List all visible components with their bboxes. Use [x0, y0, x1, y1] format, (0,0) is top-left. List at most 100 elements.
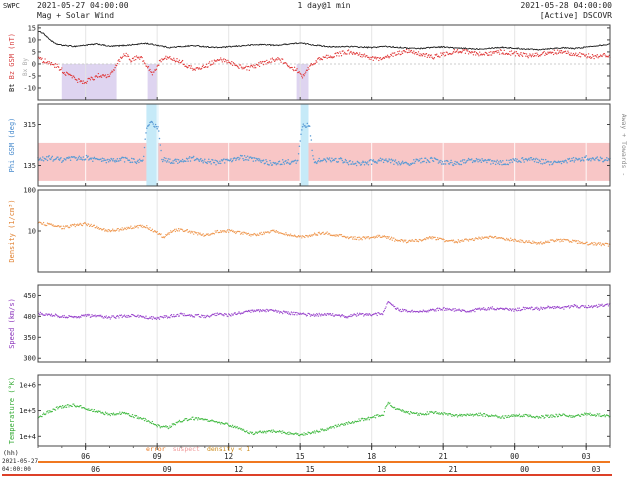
data-point [453, 49, 455, 51]
data-point [326, 427, 328, 429]
data-point [540, 241, 542, 243]
data-point [109, 73, 111, 75]
data-point [251, 66, 254, 68]
data-point [261, 432, 263, 434]
data-point [455, 241, 457, 244]
data-point [378, 159, 381, 162]
data-point [148, 317, 150, 320]
data-point [541, 53, 543, 56]
data-point [398, 50, 401, 52]
data-point [145, 132, 147, 134]
data-point [115, 160, 118, 163]
data-point [418, 414, 420, 416]
data-point [155, 424, 158, 427]
y-tick-label: -10 [23, 84, 36, 92]
data-point [374, 237, 376, 239]
data-point [341, 159, 344, 162]
data-point [109, 230, 111, 233]
data-point [165, 157, 167, 160]
data-point [429, 56, 431, 58]
data-point [292, 433, 294, 435]
data-point [389, 402, 391, 404]
data-point [418, 311, 420, 313]
data-point [595, 157, 598, 159]
data-point [94, 314, 96, 316]
data-point [143, 419, 146, 422]
data-point [210, 163, 212, 165]
data-point [331, 157, 333, 160]
data-point [135, 55, 138, 57]
data-point [65, 406, 68, 408]
data-point [163, 156, 166, 159]
data-point [60, 406, 62, 408]
data-point [331, 314, 333, 316]
data-point [587, 55, 589, 58]
data-point [459, 241, 461, 244]
data-point [525, 306, 527, 309]
data-point [108, 229, 111, 231]
data-point [264, 431, 266, 433]
data-point [42, 221, 45, 224]
data-point [486, 52, 488, 55]
data-point [110, 71, 112, 74]
data-point [530, 157, 533, 159]
data-point [373, 416, 375, 418]
data-point [215, 231, 217, 234]
data-point [509, 50, 511, 53]
data-point [426, 310, 428, 312]
data-point [324, 233, 326, 235]
data-point [446, 51, 448, 54]
data-point [344, 316, 347, 318]
data-point [473, 308, 475, 311]
data-point [442, 307, 444, 309]
data-point [574, 53, 576, 56]
data-point [316, 313, 318, 315]
data-point [413, 411, 415, 414]
data-point [553, 305, 556, 308]
data-point [211, 60, 213, 62]
data-point [78, 406, 80, 408]
data-point [521, 240, 524, 242]
data-point [583, 306, 586, 309]
data-point [239, 427, 241, 429]
data-point [386, 237, 388, 239]
data-point [95, 316, 97, 318]
data-point [42, 61, 44, 64]
data-point [534, 52, 536, 55]
data-point [270, 162, 272, 164]
data-point [153, 230, 155, 233]
data-point [78, 155, 81, 157]
data-point [144, 63, 146, 65]
data-point [584, 156, 587, 159]
data-point [409, 413, 411, 415]
data-point [499, 160, 502, 162]
data-point [150, 316, 153, 318]
data-point [54, 315, 56, 317]
data-point [417, 51, 420, 53]
data-point [273, 59, 275, 61]
data-point [381, 236, 383, 239]
data-point [451, 309, 453, 312]
data-point [204, 315, 206, 317]
data-point [97, 226, 100, 229]
data-point [83, 315, 85, 317]
data-point [271, 431, 274, 433]
data-point [281, 311, 283, 314]
data-point [285, 62, 287, 64]
data-point [266, 309, 269, 311]
data-point [507, 238, 509, 240]
data-point [371, 56, 373, 59]
data-point [157, 125, 159, 128]
data-point [375, 58, 378, 60]
data-point [81, 224, 84, 227]
data-point [297, 312, 299, 314]
data-point [280, 61, 282, 63]
data-point [481, 307, 483, 310]
data-point [247, 65, 250, 68]
data-point [452, 51, 455, 53]
x-axis-unit-label: (hh) [3, 449, 19, 457]
data-point [141, 56, 143, 59]
data-point [572, 52, 575, 55]
data-point [230, 315, 232, 317]
data-point [394, 240, 396, 242]
